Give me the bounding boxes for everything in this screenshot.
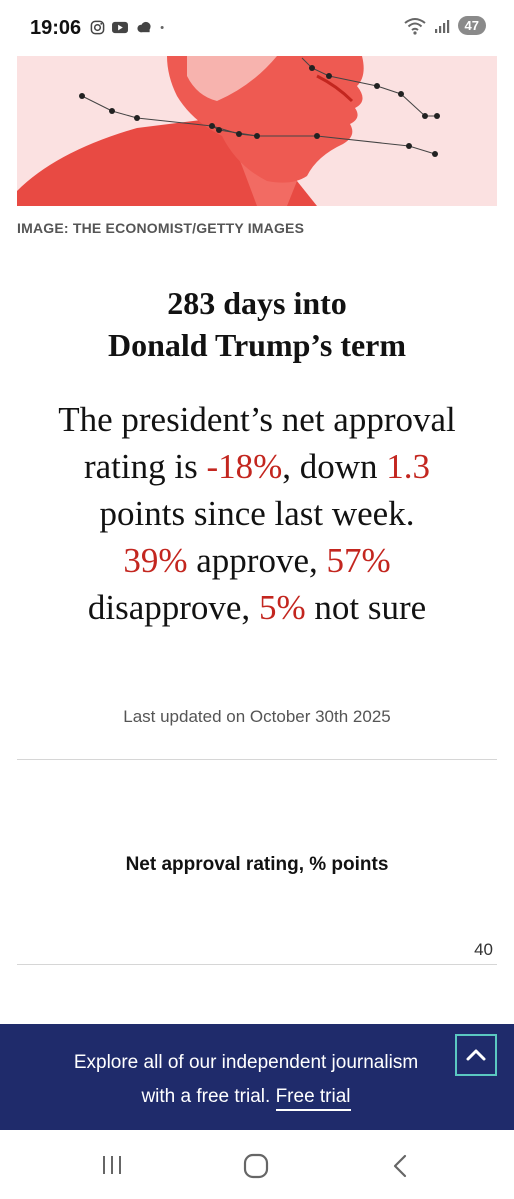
back-icon[interactable]	[390, 1153, 410, 1179]
summary-text-4: approve,	[187, 541, 327, 580]
chart-title: Net approval rating, % points	[125, 854, 389, 875]
headline-line-1: 283 days into	[167, 285, 347, 321]
banner-text: Explore all of our independent journalis…	[73, 1052, 419, 1107]
youtube-icon	[112, 21, 128, 34]
summary-text-1: The president’s net approval rating is	[58, 400, 456, 486]
free-trial-link[interactable]: Free trial	[275, 1086, 351, 1111]
image-caption: IMAGE: THE ECONOMIST/GETTY IMAGES	[17, 220, 305, 236]
hero-image	[17, 56, 497, 206]
wifi-icon	[403, 17, 426, 35]
instagram-icon	[90, 20, 105, 35]
banner-message: Explore all of our independent journalis…	[60, 1046, 432, 1114]
page-title: 283 days into Donald Trump’s term	[0, 282, 514, 366]
portrait-illustration	[17, 56, 497, 206]
summary-text-6: not sure	[305, 588, 427, 627]
net-approval-value: -18%	[206, 447, 283, 486]
summary-text-5: disapprove,	[87, 588, 259, 627]
signal-icon	[434, 19, 449, 33]
divider	[17, 759, 497, 760]
chevron-up-icon	[466, 1049, 486, 1061]
home-icon[interactable]	[243, 1153, 269, 1179]
summary-text-2: , down	[282, 447, 387, 486]
chart-gridline	[17, 964, 497, 965]
system-nav-bar	[0, 1130, 514, 1199]
headline-line-2: Donald Trump’s term	[107, 327, 407, 363]
status-notification-icons	[90, 20, 169, 35]
scroll-to-top-button[interactable]	[455, 1034, 497, 1076]
last-updated: Last updated on October 30th 2025	[123, 707, 391, 726]
chart-y-tick: 40	[474, 940, 493, 959]
dot-icon	[160, 26, 164, 29]
subscription-banner: Explore all of our independent journalis…	[0, 1024, 514, 1130]
summary-text-3: points since last week.	[99, 494, 415, 533]
status-time: 19:06	[30, 17, 82, 39]
weekly-change-value: 1.3	[386, 447, 431, 486]
disapprove-value: 57%	[326, 541, 391, 580]
approval-summary: The president’s net approval rating is -…	[40, 396, 474, 631]
not-sure-value: 5%	[258, 588, 306, 627]
battery-indicator: 47	[457, 16, 486, 35]
approve-value: 39%	[123, 541, 188, 580]
recent-apps-icon[interactable]	[100, 1154, 124, 1176]
cloud-icon	[137, 21, 151, 33]
status-bar: 19:06 47	[0, 0, 514, 56]
